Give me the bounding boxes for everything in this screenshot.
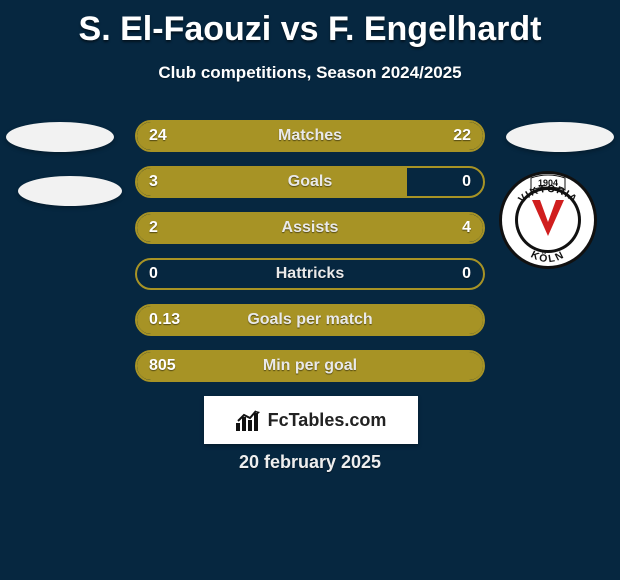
player-left-photo-placeholder (6, 122, 114, 152)
stat-row: 00Hattricks (135, 258, 485, 290)
branding-text: FcTables.com (268, 410, 387, 431)
stat-row: 2422Matches (135, 120, 485, 152)
stat-row: 0.13Goals per match (135, 304, 485, 336)
branding-box: FcTables.com (204, 396, 418, 444)
stat-label: Hattricks (137, 260, 483, 288)
fctables-logo-icon (236, 409, 262, 431)
stat-row: 24Assists (135, 212, 485, 244)
stat-row: 30Goals (135, 166, 485, 198)
stat-label: Goals (137, 168, 483, 196)
comparison-title: S. El-Faouzi vs F. Engelhardt (0, 0, 620, 49)
stat-label: Goals per match (137, 306, 483, 334)
stat-row: 805Min per goal (135, 350, 485, 382)
vs-separator: vs (281, 10, 319, 48)
stat-label: Assists (137, 214, 483, 242)
player-left-name: S. El-Faouzi (79, 10, 272, 48)
season-subtitle: Club competitions, Season 2024/2025 (0, 63, 620, 83)
stat-label: Matches (137, 122, 483, 150)
snapshot-date: 20 february 2025 (0, 452, 620, 473)
player-left-club-placeholder (18, 176, 122, 206)
player-right-photo-placeholder (506, 122, 614, 152)
player-right-name: F. Engelhardt (328, 10, 541, 48)
stats-chart: 2422Matches 30Goals 24Assists 00Hattricks 0.… (135, 120, 485, 396)
stat-label: Min per goal (137, 352, 483, 380)
club-badge-viktoria-koln: 1904 VIKTORIA KÖLN (498, 170, 598, 270)
